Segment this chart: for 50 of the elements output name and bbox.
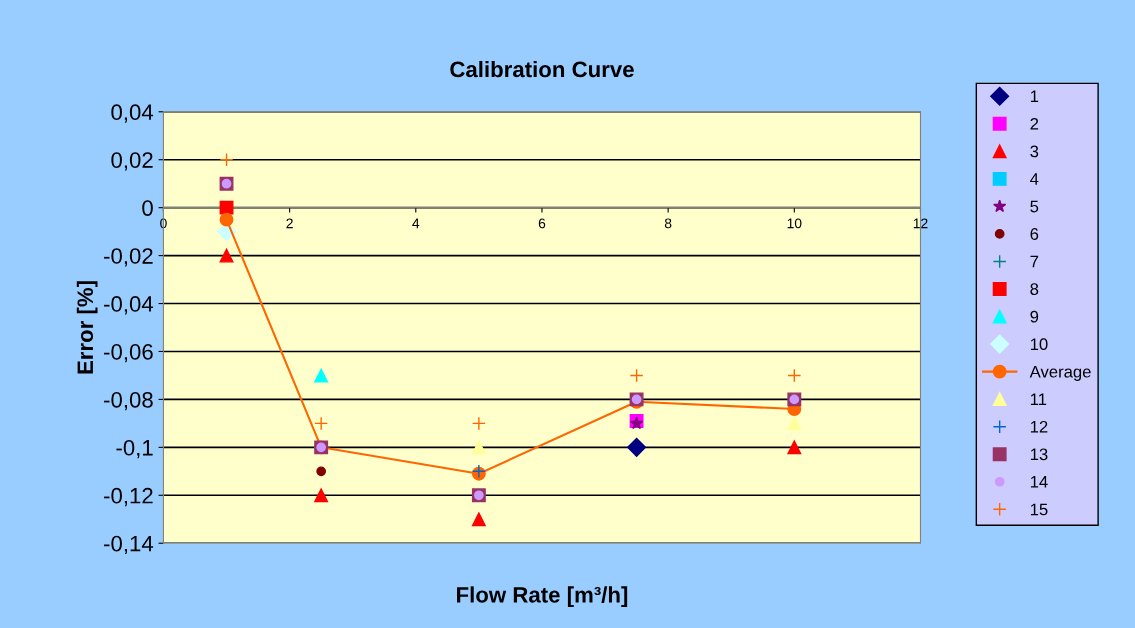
legend-label: 13 bbox=[1030, 448, 1048, 461]
chart-title: Calibration Curve bbox=[450, 60, 634, 78]
legend-label: 5 bbox=[1030, 200, 1039, 213]
legend-label: 4 bbox=[1030, 173, 1039, 185]
legend-label: 7 bbox=[1030, 255, 1039, 268]
point bbox=[219, 248, 234, 263]
x-tick-label: 12 bbox=[913, 218, 928, 229]
legend-label: 1 bbox=[1030, 90, 1039, 103]
y-tick-label: -0,08 bbox=[104, 391, 153, 411]
point bbox=[627, 437, 647, 457]
point bbox=[219, 212, 234, 227]
legend-label: 15 bbox=[1030, 503, 1048, 516]
legend-label: 8 bbox=[1030, 283, 1039, 295]
point bbox=[471, 416, 486, 431]
y-tick-label: -0,02 bbox=[104, 248, 153, 267]
point bbox=[314, 368, 329, 383]
y-tick-label: 0,04 bbox=[111, 104, 154, 123]
point bbox=[314, 488, 329, 503]
y-tick-label: -0,06 bbox=[104, 344, 153, 363]
y-tick-label: -0,14 bbox=[104, 535, 154, 555]
x-tick-label: 8 bbox=[664, 218, 672, 229]
x-axis-title: Flow Rate [m³/h] bbox=[457, 586, 628, 608]
point bbox=[471, 440, 486, 455]
y-tick-label: -0,12 bbox=[104, 487, 153, 507]
x-tick-label: 6 bbox=[538, 218, 546, 229]
point bbox=[471, 512, 486, 527]
legend-label: 12 bbox=[1030, 420, 1048, 433]
legend-label: 14 bbox=[1030, 476, 1048, 488]
y-tick-label: 0 bbox=[142, 200, 153, 216]
x-tick-label: 2 bbox=[286, 218, 293, 229]
y-tick-label: -0,1 bbox=[116, 439, 153, 459]
legend-label: Average bbox=[1029, 365, 1091, 381]
legend-label: 3 bbox=[1030, 145, 1039, 158]
x-tick-label: 4 bbox=[412, 218, 420, 229]
point bbox=[787, 416, 802, 431]
y-tick-label: 0,02 bbox=[111, 152, 153, 171]
x-tick-label: 10 bbox=[787, 218, 802, 229]
point bbox=[787, 368, 802, 383]
point bbox=[316, 466, 327, 477]
point bbox=[219, 152, 234, 167]
point bbox=[314, 416, 329, 431]
legend-label: 2 bbox=[1030, 117, 1039, 130]
legend-label: 9 bbox=[1030, 310, 1039, 323]
point bbox=[787, 440, 802, 455]
legend-label: 11 bbox=[1030, 393, 1047, 405]
point bbox=[629, 368, 644, 383]
legend-label: 6 bbox=[1030, 228, 1039, 240]
legend-label: 10 bbox=[1030, 338, 1048, 351]
y-tick-label: -0,04 bbox=[104, 296, 154, 315]
y-axis-title: Error [%] bbox=[76, 281, 98, 374]
